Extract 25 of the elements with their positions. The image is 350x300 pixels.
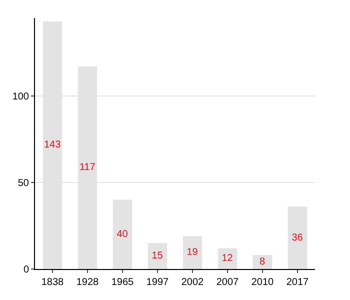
x-tick-label: 2007 <box>216 277 240 288</box>
bar <box>288 206 308 269</box>
x-tick-label: 2002 <box>181 277 204 288</box>
bar <box>218 248 238 269</box>
data-label: 15 <box>152 250 164 262</box>
data-label: 8 <box>260 256 266 268</box>
x-tick-label: 2017 <box>286 277 310 288</box>
bar <box>252 255 272 269</box>
data-label: 12 <box>222 253 234 264</box>
x-tick-label: 1965 <box>111 277 134 288</box>
y-tick-label: 50 <box>18 178 30 189</box>
data-label: 143 <box>44 140 62 151</box>
data-label: 19 <box>186 247 198 258</box>
data-label: 40 <box>116 228 128 240</box>
x-tick-label: 1838 <box>41 277 64 288</box>
data-label: 36 <box>292 232 304 244</box>
bar <box>148 243 168 269</box>
bar <box>182 236 202 269</box>
x-tick-label: 2010 <box>251 277 274 288</box>
y-tick-label: 0 <box>23 264 30 276</box>
x-tick-label: 1928 <box>76 277 100 288</box>
x-tick-label: 1997 <box>146 277 170 288</box>
y-tick-label: 100 <box>12 91 30 102</box>
bar <box>112 200 132 269</box>
data-label: 117 <box>79 162 96 174</box>
